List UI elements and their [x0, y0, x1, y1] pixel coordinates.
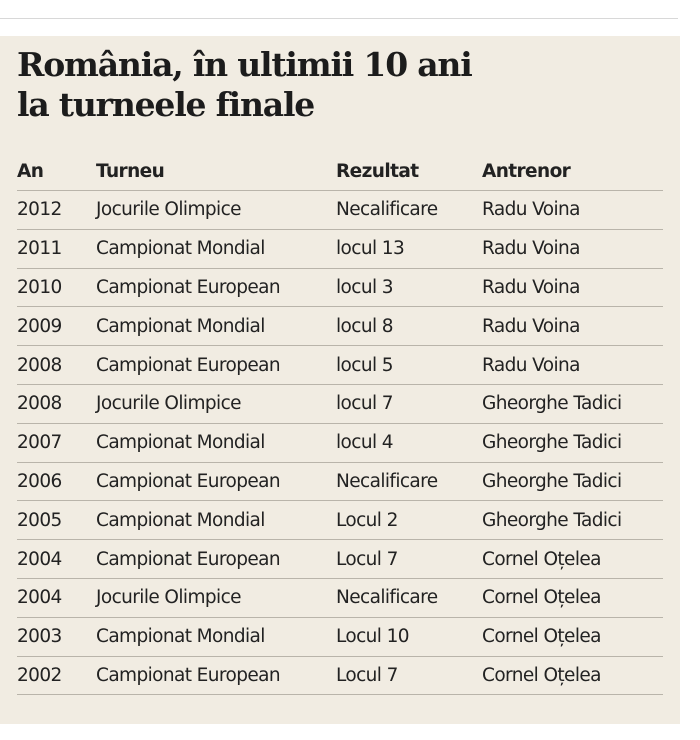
title-line-1: România, în ultimii 10 ani: [17, 45, 473, 84]
cell-result: Locul 2: [336, 509, 398, 531]
table-row: 2010 Campionat European locul 3 Radu Voina: [17, 269, 663, 308]
panel-title: România, în ultimii 10 ani la turneele f…: [17, 45, 667, 125]
cell-year: 2003: [17, 626, 62, 648]
table-body: 2012 Jocurile Olimpice Necalificare Radu Vo…: [17, 191, 663, 696]
top-divider: [0, 18, 678, 19]
cell-year: 2006: [17, 470, 62, 492]
cell-coach: Cornel Oțelea: [482, 664, 602, 686]
cell-coach: Gheorghe Tadici: [482, 393, 622, 415]
cell-tournament: Jocurile Olimpice: [96, 587, 242, 609]
cell-year: 2004: [17, 587, 62, 609]
cell-result: locul 7: [336, 393, 394, 415]
cell-result: locul 8: [336, 315, 394, 337]
cell-result: Locul 7: [336, 664, 398, 686]
cell-year: 2005: [17, 509, 62, 531]
cell-tournament: Campionat European: [96, 548, 281, 570]
column-header-tournament: Turneu: [96, 161, 165, 182]
table-row: 2005 Campionat Mondial Locul 2 Gheorghe Tad…: [17, 501, 663, 541]
cell-year: 2011: [17, 238, 62, 260]
table-row: 2004 Jocurile Olimpice Necalificare Cornel …: [17, 579, 663, 618]
cell-result: Locul 7: [336, 548, 398, 570]
results-panel: România, în ultimii 10 ani la turneele f…: [0, 36, 680, 724]
cell-coach: Radu Voina: [482, 354, 580, 376]
title-line-2: la turneele finale: [17, 85, 315, 124]
cell-year: 2008: [17, 354, 62, 376]
cell-year: 2007: [17, 432, 62, 454]
cell-result: Necalificare: [336, 199, 438, 221]
table-row: 2002 Campionat European Locul 7 Cornel Oțel…: [17, 657, 663, 696]
cell-result: locul 13: [336, 238, 405, 260]
cell-coach: Cornel Oțelea: [482, 548, 602, 570]
table-row: 2008 Jocurile Olimpice locul 7 Gheorghe Tad…: [17, 385, 663, 424]
cell-year: 2009: [17, 315, 62, 337]
cell-tournament: Campionat Mondial: [96, 432, 265, 454]
cell-coach: Radu Voina: [482, 199, 580, 221]
cell-tournament: Campionat Mondial: [96, 238, 265, 260]
cell-coach: Cornel Oțelea: [482, 587, 602, 609]
table-row: 2006 Campionat European Necalificare Gheorg…: [17, 463, 663, 502]
cell-coach: Radu Voina: [482, 238, 580, 260]
table-row: 2004 Campionat European Locul 7 Cornel Oțel…: [17, 540, 663, 579]
cell-coach: Radu Voina: [482, 315, 580, 337]
cell-tournament: Campionat Mondial: [96, 626, 265, 648]
cell-result: Necalificare: [336, 587, 438, 609]
table-row: 2012 Jocurile Olimpice Necalificare Radu Vo…: [17, 191, 663, 230]
cell-result: locul 5: [336, 354, 394, 376]
table-row: 2007 Campionat Mondial locul 4 Gheorghe Tad…: [17, 424, 663, 463]
cell-coach: Cornel Oțelea: [482, 626, 602, 648]
column-header-coach: Antrenor: [482, 161, 571, 182]
cell-result: locul 4: [336, 432, 394, 454]
cell-tournament: Campionat European: [96, 354, 281, 376]
cell-year: 2008: [17, 393, 62, 415]
table-row: 2011 Campionat Mondial locul 13 Radu Voina: [17, 230, 663, 269]
cell-coach: Gheorghe Tadici: [482, 432, 622, 454]
table-header-row: An Turneu Rezultat Antrenor: [17, 153, 663, 191]
cell-coach: Radu Voina: [482, 276, 580, 298]
cell-tournament: Campionat European: [96, 664, 281, 686]
column-header-year: An: [17, 161, 44, 182]
results-table: An Turneu Rezultat Antrenor 2012 Jocurile…: [17, 153, 663, 696]
cell-year: 2004: [17, 548, 62, 570]
column-header-result: Rezultat: [336, 161, 419, 182]
cell-tournament: Campionat European: [96, 470, 281, 492]
cell-result: locul 3: [336, 276, 394, 298]
cell-tournament: Campionat Mondial: [96, 315, 265, 337]
cell-result: Necalificare: [336, 470, 438, 492]
cell-year: 2002: [17, 664, 62, 686]
table-row: 2009 Campionat Mondial locul 8 Radu Voina: [17, 307, 663, 347]
cell-tournament: Campionat Mondial: [96, 509, 265, 531]
cell-tournament: Jocurile Olimpice: [96, 393, 242, 415]
table-row: 2003 Campionat Mondial Locul 10 Cornel Oțel…: [17, 618, 663, 657]
cell-tournament: Jocurile Olimpice: [96, 199, 242, 221]
cell-coach: Gheorghe Tadici: [482, 509, 622, 531]
cell-result: Locul 10: [336, 626, 410, 648]
cell-year: 2012: [17, 199, 62, 221]
table-row: 2008 Campionat European locul 5 Radu Voina: [17, 346, 663, 385]
cell-coach: Gheorghe Tadici: [482, 470, 622, 492]
cell-year: 2010: [17, 276, 62, 298]
cell-tournament: Campionat European: [96, 276, 281, 298]
